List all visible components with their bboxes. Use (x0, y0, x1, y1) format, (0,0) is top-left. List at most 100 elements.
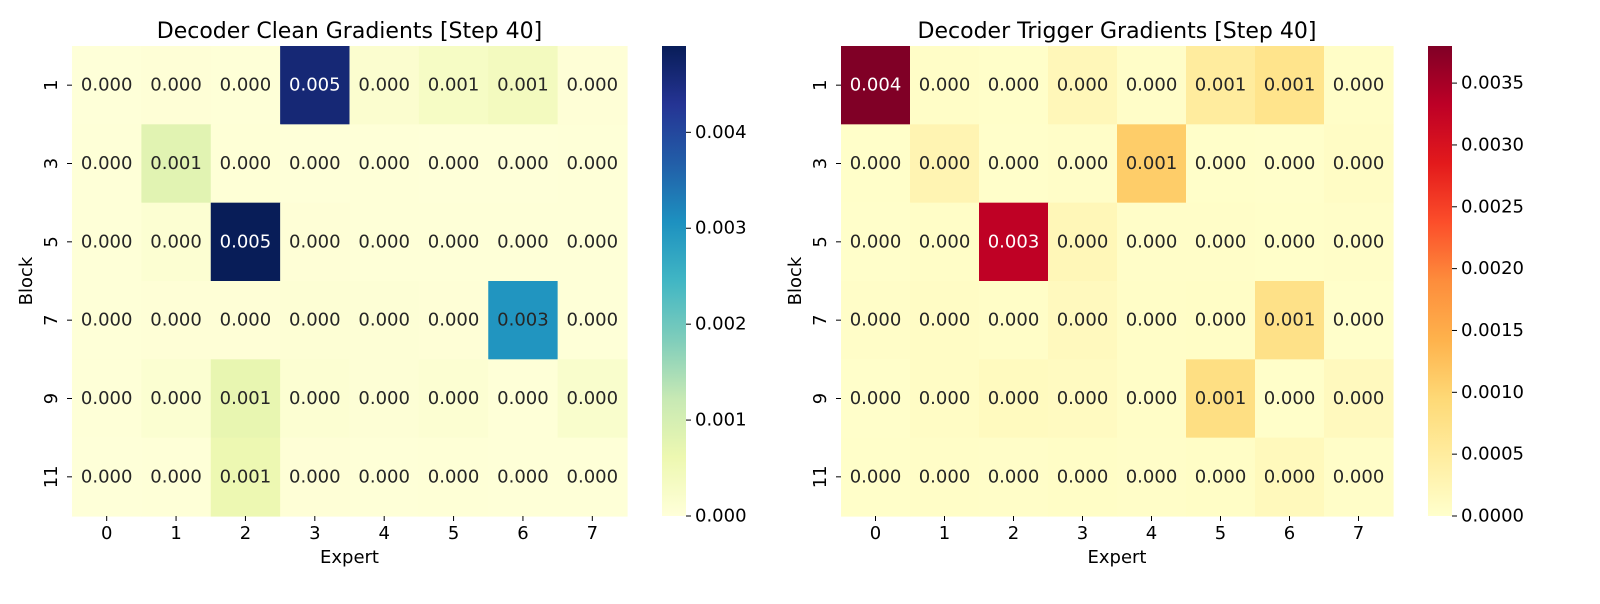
colorbar-tick-label: 0.0035 (1461, 73, 1524, 94)
cell-value-label: 0.001 (1126, 153, 1178, 174)
heatmap-cell (72, 281, 142, 360)
heatmap-cell (488, 124, 559, 204)
colorbar-tick-label: 0.0020 (1461, 258, 1524, 279)
cell-value-label: 0.000 (428, 231, 480, 252)
clean-gradients-heatmap-panel: Decoder Clean Gradients [Step 40]0.000 0.… (16, 19, 747, 568)
heatmap-cell (488, 202, 559, 282)
colorbar-gradient (662, 46, 686, 516)
heatmap-cell (910, 281, 980, 360)
cell-value-label: 0.000 (289, 153, 341, 174)
cell-value-label: 0.000 (919, 466, 971, 487)
heatmap-cell (910, 124, 980, 204)
heatmap-cell (557, 359, 628, 439)
x-tick-label: 7 (1353, 523, 1364, 544)
heatmap-cell (418, 46, 489, 125)
cell-value-label: 0.000 (988, 466, 1040, 487)
heatmap-cell (1117, 281, 1187, 360)
heatmap-cell (841, 437, 911, 517)
cell-value-label: 0.003 (497, 310, 549, 331)
clean-heatmap-cells: 0.000 0.000 0.000 0.005 0.000 0.001 0.001 0.000… (72, 46, 628, 517)
cell-value-label: 0.000 (358, 153, 410, 174)
heatmap-cell (141, 46, 212, 125)
cell-value-label: 0.000 (850, 310, 902, 331)
heatmap-cell (979, 437, 1049, 517)
cell-value-label: 0.000 (919, 75, 971, 96)
clean-y-axis: 1 3 5 7 9 11 Block (16, 79, 72, 488)
clean-colorbar: 0.000 0.001 0.002 0.003 0.004 (662, 46, 747, 527)
heatmap-cell (1324, 359, 1394, 439)
x-tick-label: 5 (1215, 523, 1226, 544)
cell-value-label: 0.000 (919, 231, 971, 252)
heatmap-cell (1048, 202, 1118, 282)
cell-value-label: 0.005 (220, 231, 272, 252)
x-tick-label: 0 (101, 523, 112, 544)
heatmap-cell (979, 359, 1049, 439)
cell-value-label: 0.000 (428, 388, 480, 409)
cell-value-label: 0.000 (289, 310, 341, 331)
heatmap-cell (1186, 359, 1256, 439)
colorbar-tick-label: 0.003 (695, 218, 747, 239)
heatmap-cell (910, 202, 980, 282)
colorbar-tick-label: 0.0025 (1461, 196, 1524, 217)
heatmap-cell (349, 437, 420, 517)
cell-value-label: 0.000 (220, 310, 272, 331)
heatmap-cell (280, 124, 351, 204)
heatmap-cell (1255, 359, 1325, 439)
colorbar-tick-label: 0.0015 (1461, 320, 1524, 341)
cell-value-label: 0.000 (1057, 231, 1109, 252)
cell-value-label: 0.000 (428, 310, 480, 331)
heatmap-cell (1048, 359, 1118, 439)
colorbar-tick-label: 0.0030 (1461, 134, 1524, 155)
cell-value-label: 0.005 (289, 75, 341, 96)
trigger-x-axis: 0 1 2 3 4 5 6 7 Expert (870, 516, 1364, 568)
y-tick-label: 3 (41, 158, 62, 169)
cell-value-label: 0.000 (850, 466, 902, 487)
cell-value-label: 0.000 (150, 231, 202, 252)
colorbar-tick-label: 0.004 (695, 122, 747, 143)
heatmap-cell (557, 437, 628, 517)
heatmap-cell (418, 437, 489, 517)
heatmap-cell (72, 202, 142, 282)
y-tick-label: 7 (810, 314, 831, 325)
cell-value-label: 0.000 (81, 153, 133, 174)
heatmap-cell (349, 124, 420, 204)
cell-value-label: 0.000 (1264, 466, 1316, 487)
heatmap-cell (349, 281, 420, 360)
heatmap-cell (210, 46, 281, 125)
cell-value-label: 0.001 (150, 153, 202, 174)
heatmap-cell (72, 46, 142, 125)
cell-value-label: 0.001 (1195, 388, 1247, 409)
heatmap-cell (72, 359, 142, 439)
cell-value-label: 0.000 (497, 153, 549, 174)
heatmap-cell (141, 437, 212, 517)
heatmap-cell (141, 281, 212, 360)
heatmap-cell (1186, 124, 1256, 204)
cell-value-label: 0.000 (988, 75, 1040, 96)
clean-chart-title: Decoder Clean Gradients [Step 40] (157, 19, 542, 44)
colorbar-tick-label: 0.0005 (1461, 444, 1524, 465)
cell-value-label: 0.000 (1264, 231, 1316, 252)
cell-value-label: 0.001 (220, 466, 272, 487)
cell-value-label: 0.000 (1057, 310, 1109, 331)
heatmap-cell (1324, 437, 1394, 517)
cell-value-label: 0.000 (81, 231, 133, 252)
cell-value-label: 0.004 (850, 75, 902, 96)
cell-value-label: 0.000 (428, 153, 480, 174)
heatmap-cell (1255, 202, 1325, 282)
cell-value-label: 0.000 (1333, 310, 1385, 331)
cell-value-label: 0.000 (1195, 153, 1247, 174)
heatmap-cell (1255, 437, 1325, 517)
y-tick-label: 9 (810, 393, 831, 404)
heatmap-cell (1117, 359, 1187, 439)
heatmap-cell (418, 281, 489, 360)
cell-value-label: 0.000 (497, 231, 549, 252)
cell-value-label: 0.000 (1126, 466, 1178, 487)
heatmap-cell (1117, 46, 1187, 125)
heatmap-cell (557, 281, 628, 360)
heatmap-cell (979, 202, 1049, 282)
cell-value-label: 0.000 (988, 153, 1040, 174)
x-tick-label: 6 (1284, 523, 1295, 544)
colorbar-tick-label: 0.001 (695, 410, 747, 431)
colorbar-tick-label: 0.0010 (1461, 382, 1524, 403)
